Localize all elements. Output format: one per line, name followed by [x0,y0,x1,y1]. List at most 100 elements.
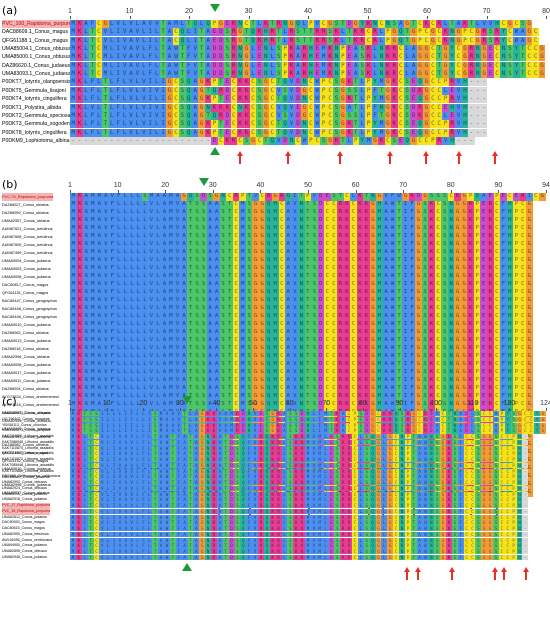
residue-cell: C [324,337,331,345]
residue-cell: L [310,416,317,423]
residue-cell: S [224,45,231,54]
residue-cell: A [161,201,168,209]
residue-cell: P [304,193,312,201]
residue-cell: V [291,305,299,313]
residue-cell: A [161,313,168,321]
residue-cell: S [421,385,429,393]
residue-cell: S [200,369,207,377]
residue-cell: L [122,265,129,273]
residue-cell: P [513,305,520,313]
residue-cell: P [404,474,411,480]
residue-cell: C [330,321,338,329]
residue-cell: F [147,70,154,79]
residue-cell: F [185,53,193,62]
residue-cell: P [473,361,481,369]
residue-cell: L [381,480,388,486]
residue-cell: L [134,111,141,120]
residue-cell: K [428,201,435,209]
residue-cell: C [493,281,501,289]
residue-cell: R [275,468,282,474]
residue-cell: K [356,233,364,241]
residue-cell: W [314,103,321,112]
residue-cell: Q [192,20,199,29]
residue-cell: K [293,474,300,480]
residue-cell: T [410,462,417,469]
residue-cell: V [192,70,199,79]
residue-cell: G [460,281,468,289]
residue-cell: K [288,45,295,54]
residue-cell: C [469,480,476,486]
residue-cell: V [311,193,318,201]
residue-cell: C [429,53,437,62]
residue-cell: M [316,462,323,469]
residue-cell: S [245,337,253,345]
residue-cell: R [211,434,217,440]
residue-cell: E [480,305,487,313]
residue-cell: W [172,61,180,70]
residue-cell: G [252,265,259,273]
residue-cell: A [161,273,168,281]
residue-cell: K [334,411,341,417]
residue-cell: R [448,78,456,87]
residue-cell: N [298,305,305,313]
sequence-name: UMA82990_Conus_judaeus [2,426,51,431]
residue-cell: S [219,321,227,329]
residue-cell: L [141,369,149,377]
residue-cell: L [122,233,129,241]
residue-cell: L [82,95,90,104]
residue-cell: K [467,313,474,321]
residue-cell: W [164,451,170,457]
residue-cell: I [402,241,409,249]
residue-cell: M [89,361,97,369]
residue-cell: V [291,329,299,337]
residue-cell: C [249,128,257,137]
residue-cell: G [526,353,533,361]
residue-cell: K [343,345,351,353]
residue-cell: C [429,103,437,112]
residue-cell: H [461,78,469,87]
residue-cell: E [258,416,264,423]
residue-cell: M [89,209,97,217]
residue-cell: K [365,53,372,62]
residue-cell: L [281,457,288,463]
residue-cell: N [298,385,305,393]
residue-cell: L [135,257,142,265]
residue-cell: A [281,416,288,423]
residue-cell: M [167,209,175,217]
residue-cell: R [422,428,429,434]
residue-cell: P [442,120,449,129]
residue-cell: L [108,95,115,104]
residue-cell: H [262,36,270,45]
residue-cell: S [421,249,429,257]
residue-cell: V [148,257,155,265]
residue-cell: A [382,209,390,217]
residue-cell: Q [263,434,270,440]
residue-cell: L [141,289,149,297]
residue-cell: M [239,233,246,241]
residue-cell: T [187,480,194,486]
residue-cell: C [522,422,529,428]
residue-cell: V [117,468,123,474]
residue-cell: T [262,136,270,145]
residue-cell: V [128,451,135,457]
residue-cell: V [114,20,122,29]
residue-cell: K [467,345,474,353]
residue-cell: L [128,233,136,241]
residue-cell: V [148,401,155,409]
residue-cell: A [180,337,188,345]
ruler-tick-label: 60 [423,8,431,15]
residue-cell: V [102,233,110,241]
residue-cell: N [298,209,305,217]
residue-cell: R [468,61,475,70]
residue-cell: G [258,337,266,345]
residue-cell: L [154,401,162,409]
residue-cell: G [454,257,461,265]
residue-cell: A [161,321,168,329]
residue-cell: T [179,70,186,79]
residue-cell: C [350,369,357,377]
residue-cell: C [519,273,527,281]
residue-cell: A [127,61,135,70]
residue-cell: L [135,297,142,305]
residue-cell: H [376,225,383,233]
